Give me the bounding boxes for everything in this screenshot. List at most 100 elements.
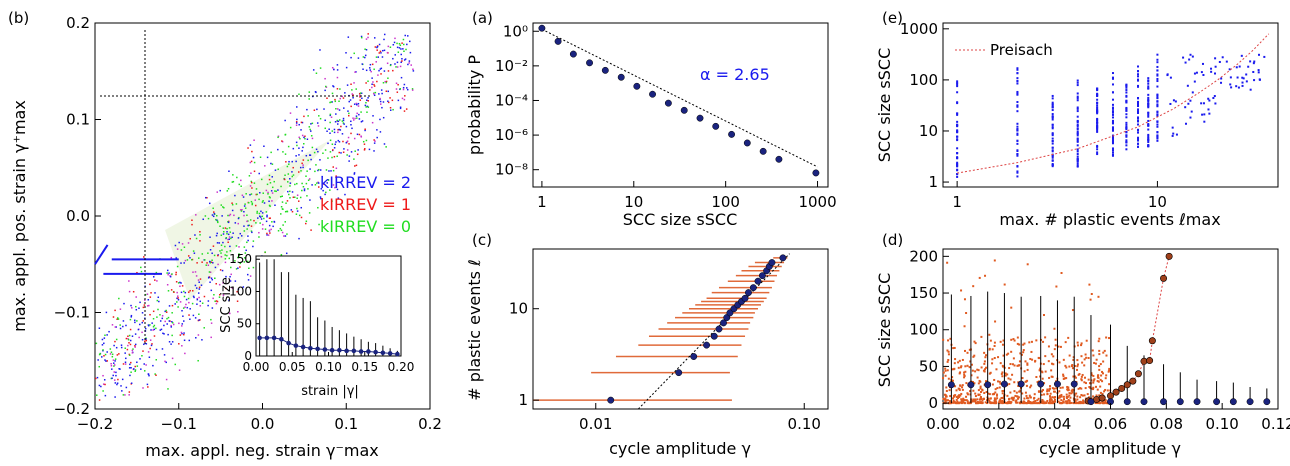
panel-b-point [322, 152, 324, 154]
panel-e-point [1051, 113, 1054, 116]
panel-d-scatter-point [1067, 336, 1070, 339]
panel-b-point [98, 365, 100, 368]
panel-b-point [128, 290, 131, 293]
panel-e-point [1137, 65, 1140, 68]
panel-a-point [649, 90, 656, 98]
panel-b-point [128, 353, 131, 356]
panel-e-point [1249, 60, 1252, 63]
panel-e-point [1016, 153, 1019, 156]
panel-e-point [1125, 83, 1128, 86]
panel-a-point [680, 106, 688, 114]
panel-b-point [177, 306, 179, 308]
panel-d-xtick-label: 0.06 [1094, 415, 1127, 433]
panel-b-point [128, 367, 131, 369]
panel-b-point [323, 108, 325, 110]
panel-b-point [260, 210, 262, 213]
panel-d-scatter-point [1030, 350, 1033, 353]
panel-b-point [155, 374, 157, 376]
panel-d-scatter-point [974, 392, 977, 395]
panel-b-point [178, 322, 180, 325]
panel-d-xtick-label: 0.10 [1205, 415, 1238, 433]
panel-e-point [1214, 102, 1217, 105]
panel-b-point [225, 287, 227, 290]
panel-b-point [318, 223, 320, 226]
panel-b-point [379, 118, 381, 121]
panel-d-scatter-point [997, 380, 1000, 383]
panel-d-scatter-point [991, 358, 994, 361]
panel-d-scatter-point [1014, 394, 1017, 397]
panel-b-point [342, 119, 345, 122]
panel-b-point [103, 342, 105, 345]
panel-e-point [1257, 53, 1260, 56]
panel-b-point [382, 49, 384, 52]
panel-d-scatter-point [966, 364, 969, 367]
panel-d-scatter-point [1015, 401, 1018, 404]
panel-b-point [365, 69, 368, 72]
panel-b-point [268, 229, 271, 232]
panel-b-point [177, 282, 180, 284]
panel-b-point [345, 141, 348, 144]
panel-e-point [956, 102, 959, 105]
panel-b-point [314, 170, 316, 173]
panel-b-point [133, 319, 136, 322]
panel-e-point [1096, 110, 1099, 113]
panel-e-point [1111, 116, 1114, 119]
panel-b-point [301, 121, 304, 124]
panel-b-point [155, 327, 157, 330]
panel-b-point [288, 193, 290, 196]
panel-b-point [209, 249, 212, 251]
panel-b-point [400, 53, 402, 56]
panel-b-point [231, 181, 234, 183]
panel-e-xtick-label: 10 [1148, 193, 1167, 211]
panel-b-point [282, 224, 284, 226]
panel-d-scatter-point [944, 395, 947, 398]
panel-d-scatter-point [1083, 381, 1086, 384]
panel-d-scatter-point [983, 351, 986, 354]
panel-b-point [247, 235, 249, 237]
panel-e-point [1182, 56, 1185, 59]
panel-b-point [181, 345, 183, 347]
panel-d-scatter-point [963, 376, 966, 379]
panel-b-point [310, 135, 313, 137]
panel-b-point [284, 119, 286, 122]
panel-b-point [252, 156, 255, 159]
panel-b-point [367, 97, 369, 99]
panel-d-scatter-point [984, 274, 987, 277]
panel-b-point [229, 250, 232, 252]
panel-d-scatter-point [1097, 295, 1100, 298]
panel-d-ylabel: SCC size sSCC [875, 273, 894, 388]
panel-b-point [362, 56, 365, 58]
panel-b-point [298, 147, 300, 149]
panel-e-point [1076, 158, 1079, 161]
panel-b-point [196, 298, 199, 301]
panel-b-point [281, 231, 284, 234]
panel-b-point [243, 261, 246, 263]
panel-b-point [268, 224, 271, 227]
panel-d-scatter-point [968, 366, 971, 369]
panel-b-point [252, 245, 254, 248]
panel-b-point [119, 327, 122, 330]
panel-b-point [203, 327, 205, 329]
panel-b-point [265, 211, 268, 213]
panel-b-point [155, 271, 158, 274]
panel-b-point [110, 363, 112, 365]
panel-d-scatter-point [1028, 400, 1031, 403]
panel-b-point [124, 361, 127, 364]
panel-b-point [383, 38, 385, 41]
panel-b-point [104, 353, 107, 356]
panel-d-scatter-point [1082, 400, 1085, 403]
panel-b-point [369, 63, 372, 66]
panel-e-point [1051, 142, 1054, 145]
panel-b-point [262, 223, 264, 226]
panel-e-point [1147, 93, 1150, 96]
panel-b-point [300, 121, 303, 124]
panel-d-scatter-point [945, 386, 948, 389]
panel-d-scatter-point [946, 369, 949, 372]
panel-b-point [295, 213, 298, 215]
panel-e-point [956, 91, 959, 94]
panel-d-scatter-point [964, 370, 967, 373]
panel-e-point [1111, 129, 1114, 132]
panel-d-scatter-point [963, 325, 966, 328]
panel-b-point [198, 281, 200, 283]
panel-b-point [192, 250, 195, 252]
